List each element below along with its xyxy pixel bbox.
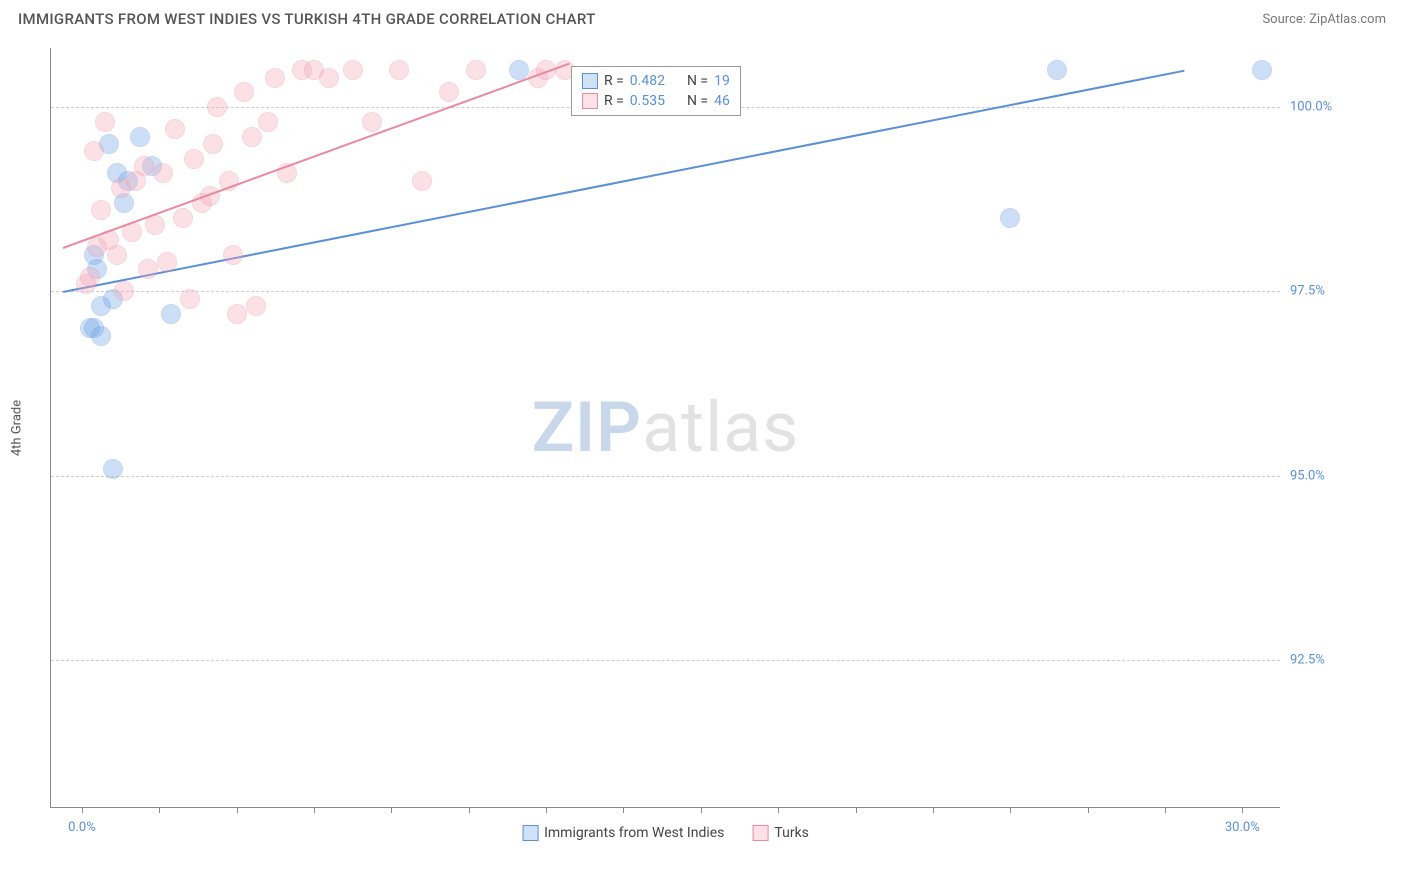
x-tick bbox=[1010, 807, 1011, 813]
plot-area: 4th Grade ZIPatlas Immigrants from West … bbox=[50, 48, 1280, 808]
x-tick-label: 0.0% bbox=[68, 820, 96, 835]
scatter-point-turks bbox=[84, 141, 104, 161]
legend-r-value: 0.535 bbox=[630, 93, 665, 109]
watermark-zip: ZIP bbox=[532, 387, 642, 469]
scatter-point-turks bbox=[362, 112, 382, 132]
x-tick bbox=[314, 807, 315, 813]
legend-item-turks: Turks bbox=[752, 825, 809, 841]
scatter-point-turks bbox=[145, 215, 165, 235]
x-tick bbox=[469, 807, 470, 813]
scatter-point-turks bbox=[343, 60, 363, 80]
legend-swatch bbox=[582, 93, 598, 109]
x-tick bbox=[623, 807, 624, 813]
legend-n-value: 46 bbox=[714, 93, 730, 109]
scatter-point-west_indies bbox=[103, 459, 123, 479]
chart-title: IMMIGRANTS FROM WEST INDIES VS TURKISH 4… bbox=[18, 10, 596, 28]
scatter-point-turks bbox=[91, 200, 111, 220]
scatter-point-turks bbox=[258, 112, 278, 132]
y-tick-label: 95.0% bbox=[1290, 468, 1350, 483]
stats-legend-row-west_indies: R = 0.482 N = 19 bbox=[582, 71, 730, 91]
scatter-point-turks bbox=[466, 60, 486, 80]
scatter-point-turks bbox=[234, 82, 254, 102]
x-tick bbox=[82, 807, 83, 813]
x-tick bbox=[1088, 807, 1089, 813]
gridline-h bbox=[51, 291, 1280, 292]
scatter-point-turks bbox=[439, 82, 459, 102]
trend-line-turks bbox=[62, 63, 569, 249]
scatter-point-turks bbox=[207, 97, 227, 117]
x-tick bbox=[237, 807, 238, 813]
watermark-atlas: atlas bbox=[642, 387, 799, 469]
x-tick-label: 30.0% bbox=[1225, 820, 1260, 835]
scatter-point-turks bbox=[389, 60, 409, 80]
chart-source: Source: ZipAtlas.com bbox=[1262, 12, 1386, 27]
scatter-point-west_indies bbox=[1000, 208, 1020, 228]
x-tick bbox=[856, 807, 857, 813]
scatter-point-turks bbox=[242, 127, 262, 147]
x-tick bbox=[546, 807, 547, 813]
y-tick-label: 100.0% bbox=[1290, 100, 1350, 115]
scatter-point-turks bbox=[95, 112, 115, 132]
watermark: ZIPatlas bbox=[532, 387, 800, 469]
legend-swatch bbox=[582, 73, 598, 89]
x-tick bbox=[1165, 807, 1166, 813]
source-label: Source: bbox=[1262, 12, 1305, 27]
legend-item-west_indies: Immigrants from West Indies bbox=[522, 825, 724, 841]
legend-r-value: 0.482 bbox=[630, 73, 665, 89]
x-tick bbox=[933, 807, 934, 813]
scatter-point-turks bbox=[173, 208, 193, 228]
x-tick bbox=[159, 807, 160, 813]
x-tick bbox=[391, 807, 392, 813]
x-tick bbox=[778, 807, 779, 813]
legend-n-label: N = bbox=[687, 73, 708, 89]
legend-swatch bbox=[752, 825, 768, 841]
stats-legend: R = 0.482 N = 19 R = 0.535 N = 46 bbox=[571, 66, 741, 116]
stats-legend-row-turks: R = 0.535 N = 46 bbox=[582, 91, 730, 111]
y-tick-label: 97.5% bbox=[1290, 284, 1350, 299]
scatter-point-turks bbox=[246, 296, 266, 316]
scatter-point-turks bbox=[80, 267, 100, 287]
scatter-point-turks bbox=[265, 68, 285, 88]
scatter-point-turks bbox=[157, 252, 177, 272]
x-tick bbox=[701, 807, 702, 813]
scatter-point-turks bbox=[138, 259, 158, 279]
legend-n-value: 19 bbox=[714, 73, 730, 89]
scatter-point-west_indies bbox=[1047, 60, 1067, 80]
legend-r-label: R = bbox=[604, 73, 624, 89]
legend-label: Turks bbox=[774, 825, 809, 841]
scatter-point-turks bbox=[134, 156, 154, 176]
scatter-point-turks bbox=[184, 149, 204, 169]
scatter-point-west_indies bbox=[161, 304, 181, 324]
scatter-point-turks bbox=[223, 245, 243, 265]
legend-r-label: R = bbox=[604, 93, 624, 109]
gridline-h bbox=[51, 476, 1280, 477]
scatter-point-turks bbox=[412, 171, 432, 191]
scatter-point-west_indies bbox=[1252, 60, 1272, 80]
scatter-point-turks bbox=[227, 304, 247, 324]
legend-label: Immigrants from West Indies bbox=[544, 825, 724, 841]
scatter-point-turks bbox=[114, 281, 134, 301]
scatter-point-west_indies bbox=[91, 326, 111, 346]
scatter-point-turks bbox=[203, 134, 223, 154]
scatter-point-turks bbox=[319, 68, 339, 88]
legend-swatch bbox=[522, 825, 538, 841]
scatter-point-west_indies bbox=[130, 127, 150, 147]
x-tick bbox=[1242, 807, 1243, 813]
y-tick-label: 92.5% bbox=[1290, 653, 1350, 668]
series-legend: Immigrants from West Indies Turks bbox=[522, 825, 809, 841]
gridline-h bbox=[51, 660, 1280, 661]
y-axis-title: 4th Grade bbox=[10, 399, 25, 455]
scatter-point-turks bbox=[153, 163, 173, 183]
scatter-point-turks bbox=[165, 119, 185, 139]
chart-container: 4th Grade ZIPatlas Immigrants from West … bbox=[50, 48, 1390, 838]
scatter-point-turks bbox=[107, 245, 127, 265]
legend-n-label: N = bbox=[687, 93, 708, 109]
source-name: ZipAtlas.com bbox=[1309, 12, 1386, 27]
chart-header: IMMIGRANTS FROM WEST INDIES VS TURKISH 4… bbox=[0, 0, 1406, 34]
scatter-point-turks bbox=[180, 289, 200, 309]
